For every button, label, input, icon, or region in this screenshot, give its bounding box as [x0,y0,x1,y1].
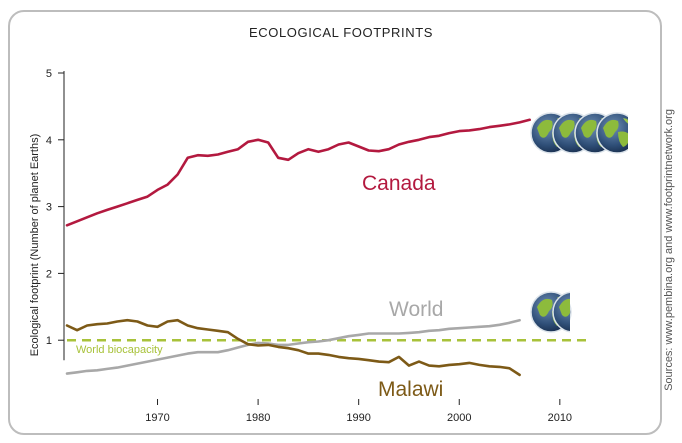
chart-frame [8,10,662,435]
x-tick-label: 2010 [548,412,572,424]
series-line-canada [65,118,532,227]
globe-icon [596,112,628,154]
y-ticks: 1 2 3 4 5 [46,68,64,347]
y-tick-label: 3 [46,202,52,214]
y-tick-label: 2 [46,268,52,280]
biocapacity-label: World biocapacity [76,344,163,356]
x-tick-label: 1980 [246,412,270,424]
globe-icon [552,291,570,333]
series-line-world [65,318,521,375]
y-tick-label: 1 [46,335,52,347]
series-label-malawi: Malawi [378,378,443,401]
x-tick-label: 1990 [346,412,370,424]
source-note: Sources: www.pembina.org and www.footpri… [663,109,675,391]
globe-icons [530,112,628,333]
x-tick-label: 1970 [145,412,169,424]
y-tick-label: 4 [46,135,52,147]
series-lines [65,118,532,377]
x-tick-label: 2000 [447,412,471,424]
y-axis-label: Ecological footprint (Number of planet E… [29,134,41,357]
series-label-world: World [389,298,443,321]
y-tick-label: 5 [46,68,52,80]
series-label-canada: Canada [362,172,436,195]
series-labels: Canada World Malawi [362,172,443,401]
x-ticks: 1970 1980 1990 2000 2010 [145,399,572,424]
series-line-malawi [65,318,521,377]
chart-title: ECOLOGICAL FOOTPRINTS [249,25,433,40]
